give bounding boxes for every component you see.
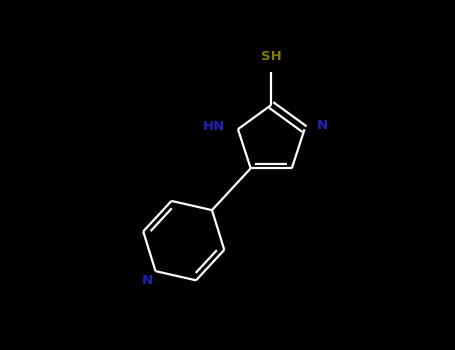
- Text: N: N: [317, 119, 328, 132]
- Text: SH: SH: [261, 50, 282, 63]
- Text: HN: HN: [202, 120, 225, 133]
- Text: N: N: [142, 274, 153, 287]
